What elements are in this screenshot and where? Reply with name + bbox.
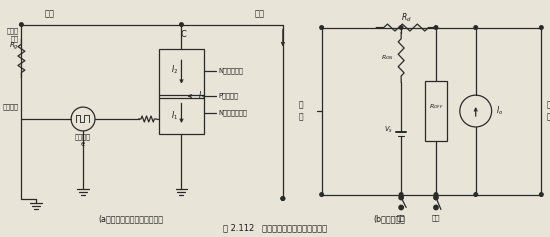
Circle shape xyxy=(180,23,183,26)
Circle shape xyxy=(399,195,403,200)
Text: $I_o$: $I_o$ xyxy=(496,105,503,117)
Circle shape xyxy=(474,193,477,196)
Text: $I_3$: $I_3$ xyxy=(197,90,205,102)
Text: 阻抗: 阻抗 xyxy=(10,35,19,42)
Bar xyxy=(425,81,447,141)
Circle shape xyxy=(399,205,403,210)
Text: $R_{OFF}$: $R_{OFF}$ xyxy=(428,102,443,110)
Circle shape xyxy=(434,26,438,29)
Text: 输入电压: 输入电压 xyxy=(2,104,19,110)
Text: 输入: 输入 xyxy=(44,9,54,18)
Text: $I_1$: $I_1$ xyxy=(171,109,178,122)
Text: e: e xyxy=(81,141,85,147)
Circle shape xyxy=(540,26,543,29)
Circle shape xyxy=(434,193,438,196)
Circle shape xyxy=(399,26,403,29)
Text: 信号源: 信号源 xyxy=(7,27,19,34)
Text: 关断: 关断 xyxy=(432,214,440,221)
Text: N（集电极）: N（集电极） xyxy=(218,67,243,74)
Text: 图 2.112   并联型双极晶体管斩波器电路: 图 2.112 并联型双极晶体管斩波器电路 xyxy=(223,224,327,233)
Text: P（基极）: P（基极） xyxy=(218,93,238,99)
Circle shape xyxy=(281,197,285,200)
Bar xyxy=(158,49,205,134)
Circle shape xyxy=(434,195,438,200)
Text: $I_2$: $I_2$ xyxy=(171,64,178,76)
Text: N（发射极）。: N（发射极）。 xyxy=(218,109,247,116)
Text: 导通: 导通 xyxy=(397,214,405,221)
Text: C: C xyxy=(180,30,186,39)
Circle shape xyxy=(399,193,403,196)
Text: 输
出: 输 出 xyxy=(546,100,550,122)
Circle shape xyxy=(540,193,543,196)
Circle shape xyxy=(434,205,438,210)
Text: 输
入: 输 入 xyxy=(299,100,304,122)
Text: $V_s$: $V_s$ xyxy=(384,125,393,135)
Circle shape xyxy=(20,23,23,26)
Text: (b）等效电路: (b）等效电路 xyxy=(373,214,405,223)
Circle shape xyxy=(320,26,323,29)
Circle shape xyxy=(281,197,285,200)
Text: $R_g$: $R_g$ xyxy=(9,41,19,52)
Text: $R_d$: $R_d$ xyxy=(401,11,411,24)
Text: 输出: 输出 xyxy=(255,9,265,18)
Text: (a）流过双极型晶体管的电流: (a）流过双极型晶体管的电流 xyxy=(98,214,163,223)
Circle shape xyxy=(474,26,477,29)
Text: 激励电压: 激励电压 xyxy=(75,134,91,140)
Text: $R_{ON}$: $R_{ON}$ xyxy=(381,53,394,62)
Circle shape xyxy=(320,193,323,196)
